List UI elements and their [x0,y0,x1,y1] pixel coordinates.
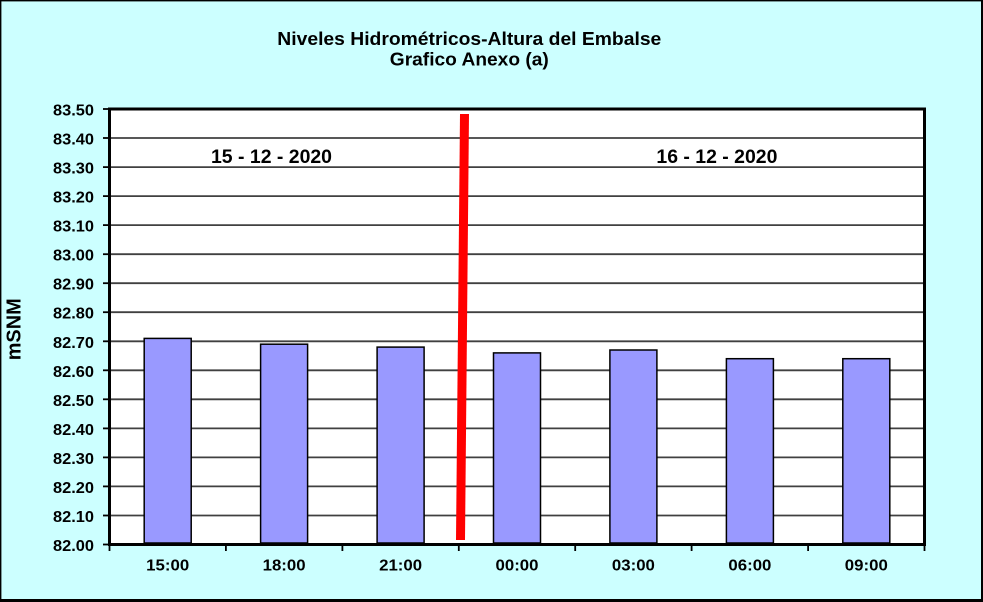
svg-text:82.40: 82.40 [53,422,94,439]
svg-text:82.70: 82.70 [53,335,94,352]
svg-text:82.30: 82.30 [53,451,94,468]
svg-text:15 - 12 - 2020: 15 - 12 - 2020 [211,147,332,168]
svg-text:83.30: 83.30 [53,161,94,178]
svg-text:83.00: 83.00 [53,248,94,265]
svg-text:82.10: 82.10 [53,509,94,526]
svg-text:Grafico Anexo (a): Grafico Anexo (a) [390,50,549,70]
svg-text:16 - 12 - 2020: 16 - 12 - 2020 [656,147,777,168]
svg-text:15:00: 15:00 [146,558,189,575]
svg-text:18:00: 18:00 [263,558,306,575]
svg-text:82.90: 82.90 [53,277,94,294]
svg-text:82.60: 82.60 [53,364,94,381]
svg-text:03:00: 03:00 [612,558,655,575]
svg-text:82.00: 82.00 [53,538,94,555]
svg-text:83.40: 83.40 [53,132,94,149]
svg-text:mSNM: mSNM [4,298,26,360]
svg-text:83.20: 83.20 [53,190,94,207]
svg-text:83.50: 83.50 [53,103,94,120]
svg-text:09:00: 09:00 [845,558,888,575]
svg-text:83.10: 83.10 [53,219,94,236]
svg-text:06:00: 06:00 [728,558,771,575]
svg-text:82.80: 82.80 [53,306,94,323]
svg-text:00:00: 00:00 [496,558,539,575]
svg-text:Niveles Hidrométricos-Altura d: Niveles Hidrométricos-Altura del Embalse [277,29,661,49]
svg-text:21:00: 21:00 [379,558,422,575]
svg-text:82.20: 82.20 [53,480,94,497]
svg-text:82.50: 82.50 [53,393,94,410]
